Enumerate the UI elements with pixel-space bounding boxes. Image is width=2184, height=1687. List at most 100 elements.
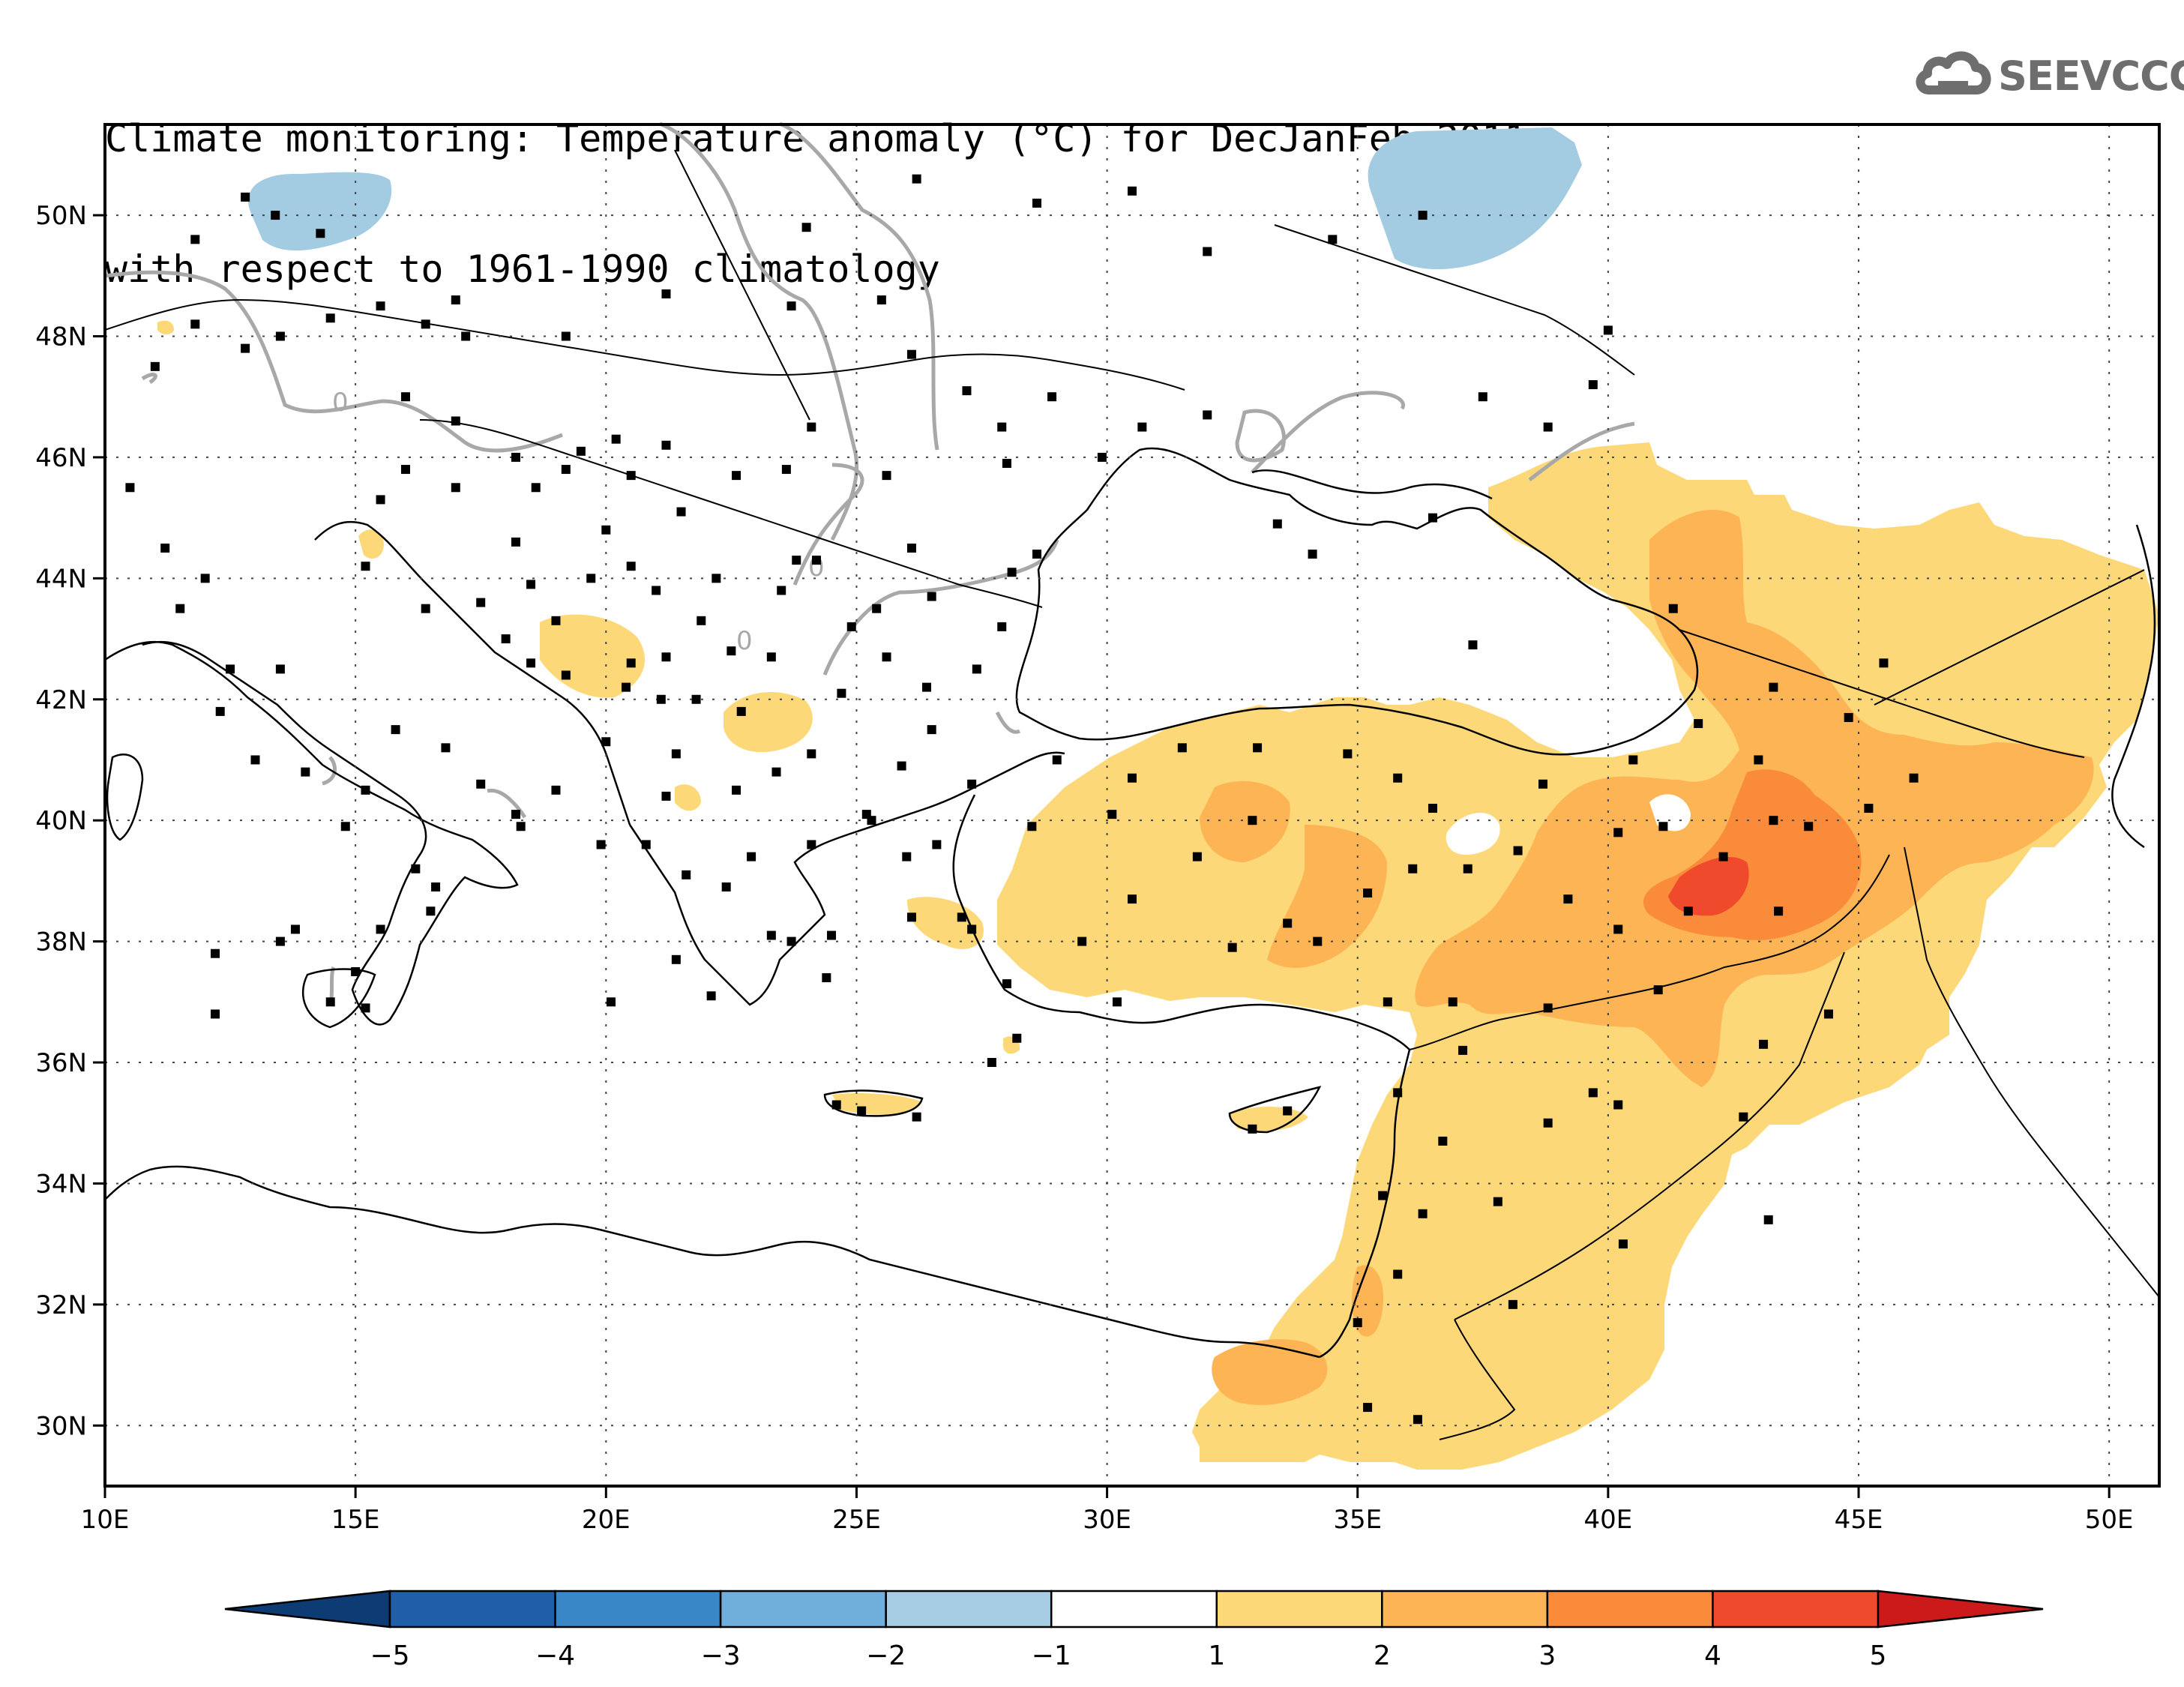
- station-marker: [736, 706, 746, 716]
- station-marker: [822, 973, 831, 983]
- contour-label: 0: [736, 626, 753, 656]
- colorbar-segment: [388, 1590, 556, 1629]
- station-marker: [897, 761, 906, 771]
- station-marker: [340, 822, 350, 832]
- station-marker: [1653, 985, 1663, 995]
- y-tick-label: 40N: [35, 806, 87, 836]
- station-marker: [811, 556, 821, 565]
- contour-label: 0: [808, 553, 825, 583]
- station-marker: [727, 646, 736, 656]
- station-marker: [872, 604, 882, 613]
- x-tick-label: 45E: [1835, 1505, 1883, 1535]
- station-markers: [125, 174, 1919, 1425]
- colorbar-label: 1: [1208, 1641, 1225, 1671]
- station-marker: [1694, 719, 1703, 729]
- station-marker: [441, 743, 451, 753]
- station-marker: [1428, 804, 1437, 814]
- station-marker: [676, 507, 686, 517]
- colorbar-segment: [1050, 1590, 1218, 1629]
- colorbar-high-arrow: [1877, 1590, 2044, 1629]
- station-marker: [626, 658, 636, 668]
- station-marker: [1097, 452, 1107, 462]
- station-marker: [1248, 816, 1257, 826]
- station-marker: [712, 574, 721, 583]
- station-marker: [391, 725, 400, 735]
- station-marker: [1909, 773, 1919, 783]
- y-tick-label: 48N: [35, 322, 87, 352]
- title-line-1: Climate monitoring: Temperature anomaly …: [105, 117, 1527, 160]
- station-marker: [1192, 852, 1202, 861]
- warm-anomaly-4-5: [1668, 856, 1749, 916]
- y-tick-label: 46N: [35, 443, 87, 473]
- station-marker: [561, 465, 571, 475]
- border-east: [1874, 569, 2145, 706]
- colorbar-label: 2: [1374, 1641, 1391, 1671]
- station-marker: [622, 682, 631, 692]
- station-marker: [301, 767, 310, 777]
- station-marker: [1879, 658, 1889, 668]
- station-marker: [150, 361, 160, 371]
- station-marker: [400, 392, 410, 402]
- station-marker: [922, 682, 931, 692]
- warm-anomaly-greece-north: [675, 784, 701, 811]
- warm-anomaly-2-3-central: [1200, 781, 1290, 862]
- station-marker: [1418, 1209, 1428, 1218]
- levant-coast: [1319, 1049, 1411, 1359]
- station-marker: [1588, 1088, 1598, 1098]
- station-marker: [211, 1009, 220, 1019]
- station-marker: [1448, 997, 1457, 1007]
- station-marker: [697, 616, 706, 625]
- station-marker: [1769, 816, 1778, 826]
- contour-labels: 0 0 0: [332, 388, 825, 656]
- station-marker: [1683, 906, 1693, 916]
- station-marker: [957, 912, 966, 922]
- colorbar-segment: [554, 1590, 722, 1629]
- station-marker: [766, 930, 776, 940]
- neutral-hole-2: [1649, 794, 1691, 832]
- station-marker: [1137, 422, 1147, 432]
- station-marker: [967, 779, 977, 789]
- warm-anomaly-anatolia-middle-east: [997, 442, 2159, 1470]
- colorbar-label: −3: [701, 1641, 741, 1671]
- station-marker: [400, 465, 410, 475]
- station-marker: [1248, 1124, 1257, 1134]
- station-marker: [1658, 822, 1668, 832]
- station-marker: [226, 664, 235, 674]
- station-marker: [1112, 997, 1122, 1007]
- warm-anomaly-bulgaria: [724, 692, 813, 753]
- station-marker: [611, 434, 621, 444]
- station-marker: [1012, 1033, 1022, 1043]
- station-marker: [1468, 640, 1478, 650]
- warm-anomaly-2-3-east: [1415, 510, 2094, 1087]
- y-tick-label: 36N: [35, 1048, 87, 1078]
- station-marker: [792, 556, 801, 565]
- colorbar-segment: [719, 1590, 887, 1629]
- adriatic-east-coast: [314, 520, 631, 826]
- station-marker: [1363, 1403, 1373, 1413]
- station-marker: [1543, 1003, 1553, 1013]
- station-marker: [831, 1100, 841, 1110]
- station-marker: [1032, 550, 1042, 559]
- station-marker: [1378, 1191, 1388, 1200]
- station-marker: [1668, 604, 1678, 613]
- y-tick-label: 38N: [35, 927, 87, 957]
- station-marker: [601, 525, 611, 535]
- station-marker: [1493, 1197, 1502, 1206]
- station-marker: [652, 586, 661, 595]
- station-marker: [972, 664, 981, 674]
- caspian-coast: [2111, 524, 2156, 849]
- station-marker: [1283, 1106, 1293, 1116]
- station-marker: [656, 694, 666, 704]
- station-marker: [421, 604, 430, 613]
- seevccc-logo: SEEVCCC: [1916, 46, 2184, 106]
- station-marker: [1363, 888, 1373, 898]
- station-marker: [807, 422, 816, 432]
- station-marker: [1128, 894, 1137, 904]
- station-marker: [211, 948, 220, 958]
- sicily-coast: [301, 968, 376, 1029]
- station-marker: [516, 822, 526, 832]
- station-marker: [361, 785, 370, 795]
- station-marker: [661, 791, 671, 801]
- station-marker: [275, 664, 285, 674]
- station-marker: [531, 483, 541, 493]
